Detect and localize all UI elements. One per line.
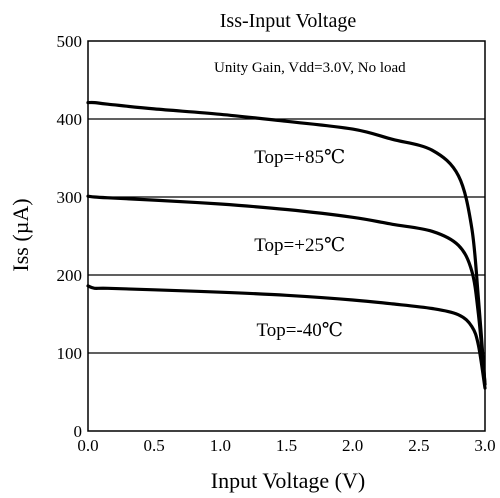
series-label-2: Top=-40℃ bbox=[256, 320, 343, 341]
x-tick-label-4: 2.0 bbox=[342, 436, 363, 455]
series-labels: Top=+85℃ Top=+25℃ Top=-40℃ bbox=[254, 147, 345, 341]
x-tick-label-5: 2.5 bbox=[408, 436, 429, 455]
series-label-1: Top=+25℃ bbox=[254, 235, 345, 256]
x-tick-label-2: 1.0 bbox=[210, 436, 231, 455]
annotation-box: Unity Gain, Vdd=3.0V, No load bbox=[212, 55, 480, 79]
y-tick-label-0: 0 bbox=[74, 422, 83, 441]
x-tick-label-3: 1.5 bbox=[276, 436, 297, 455]
chart-title: Iss-Input Voltage bbox=[220, 10, 357, 32]
series-line-0 bbox=[86, 100, 487, 386]
x-tick-label-1: 0.5 bbox=[144, 436, 165, 455]
tick-labels: 0 100 200 300 400 500 0.0 0.5 1.0 1.5 2.0 2.5 3.0 bbox=[57, 32, 496, 455]
y-tick-label-4: 400 bbox=[57, 110, 83, 129]
annotation-text: Unity Gain, Vdd=3.0V, No load bbox=[214, 60, 406, 76]
series-line-1 bbox=[86, 194, 487, 386]
x-tick-label-6: 3.0 bbox=[474, 436, 495, 455]
x-axis-label: Input Voltage (V) bbox=[211, 468, 365, 493]
series-label-0: Top=+85℃ bbox=[254, 147, 345, 168]
annotation-background bbox=[212, 55, 480, 79]
data-series bbox=[86, 100, 487, 390]
grid-lines bbox=[88, 118, 485, 354]
y-tick-label-5: 500 bbox=[57, 32, 83, 51]
series-line-2 bbox=[86, 284, 487, 390]
x-tick-label-0: 0.0 bbox=[77, 436, 98, 455]
y-axis-label: Iss (µA) bbox=[8, 198, 33, 271]
y-tick-label-3: 300 bbox=[57, 188, 83, 207]
y-tick-label-1: 100 bbox=[57, 344, 83, 363]
y-tick-label-2: 200 bbox=[57, 266, 83, 285]
plot-frame bbox=[87, 40, 486, 432]
